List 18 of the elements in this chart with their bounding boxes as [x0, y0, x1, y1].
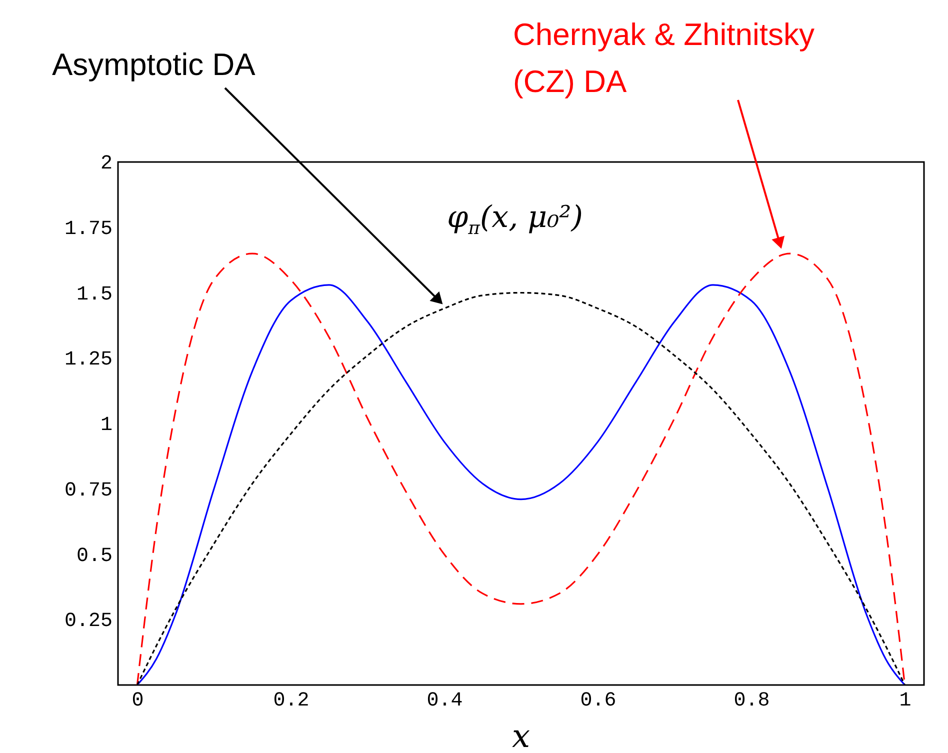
- annotation: φ$_{π}$(x, μ₀²): [447, 200, 583, 239]
- y-tick-label: 1.25: [64, 348, 112, 372]
- x-tick-label: 0.2: [273, 690, 310, 712]
- annotation: Chernyak & Zhitnitsky (CZ) DA: [513, 17, 815, 99]
- x-tick-label: 0.4: [426, 690, 463, 712]
- x-axis-title: x: [512, 717, 530, 753]
- y-tick-label: 2: [100, 152, 112, 176]
- x-tick-label: 1: [899, 690, 912, 712]
- y-tick-label: 0.5: [76, 544, 112, 568]
- y-tick-label: 1.5: [76, 283, 112, 306]
- x-tick-label: 0.8: [734, 690, 770, 712]
- y-tick-label: 1: [100, 414, 112, 437]
- y-tick-label: 0.25: [64, 610, 112, 634]
- x-tick-label: 0: [132, 690, 144, 712]
- annotation: Asymptotic DA: [52, 47, 256, 82]
- y-tick-label: 1.75: [64, 218, 112, 241]
- x-tick-label: 0.6: [580, 690, 616, 712]
- y-tick-label: 0.75: [64, 479, 112, 502]
